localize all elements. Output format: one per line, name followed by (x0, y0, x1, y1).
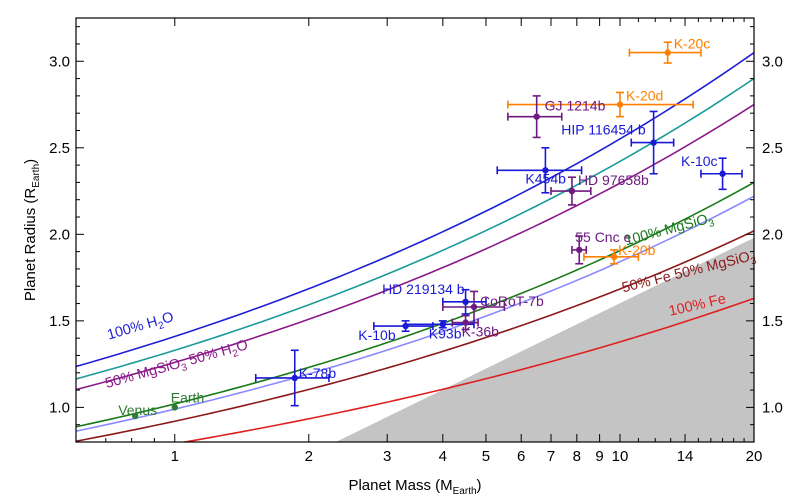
planet-label: K-10b (358, 327, 396, 343)
planet-55-cnc-e: 55 Cnc e (571, 229, 631, 265)
planet-marker (576, 246, 583, 254)
planet-label: K-20b (618, 242, 656, 258)
y-tick-label-right: 2.0 (762, 226, 783, 243)
plot-area: K-20c K-20d GJ 1214b HIP 116454 b K-10c K454b… (75, 17, 758, 443)
planet-k-20b: K-20b (583, 242, 656, 265)
planet-k454b: K454b (496, 146, 583, 194)
x-tick-label: 7 (547, 448, 555, 465)
planet-marker (568, 187, 576, 195)
planet-k-10c: K-10c (681, 153, 743, 191)
plot-frame (75, 17, 755, 443)
planet-marker (132, 412, 139, 420)
y-tick-label-left: 2.5 (49, 140, 70, 157)
y-tick-label-left: 1.0 (49, 399, 70, 416)
planet-label: GJ 1214b (545, 98, 606, 114)
x-tick-label: 14 (677, 448, 694, 465)
planet-label: K454b (525, 170, 566, 186)
planet-marker (533, 113, 540, 120)
y-axis-title: Planet Radius (REarth) (22, 159, 42, 301)
x-tick-label: 2 (305, 448, 313, 465)
composition-curves (76, 51, 754, 442)
planet-marker (462, 319, 469, 326)
planet-label: K-20d (626, 88, 663, 104)
planet-marker (291, 374, 298, 382)
planet-k-20c: K-20c (628, 36, 711, 64)
x-tick-label: 3 (383, 448, 391, 465)
planet-k-36b: K-36b (451, 314, 500, 340)
x-tick-label: 8 (573, 448, 581, 465)
excluded-region (335, 237, 754, 442)
planet-label: HIP 116454 b (561, 122, 646, 138)
planet-label: K-78b (299, 365, 337, 381)
planet-label: 55 Cnc e (575, 229, 631, 245)
x-tick-label: 5 (482, 448, 490, 465)
y-tick-label-left: 3.0 (49, 53, 70, 70)
planet-label: K-36b (462, 324, 500, 340)
planet-label: CoRoT-7b (480, 293, 544, 309)
x-axis-title: Planet Mass (MEarth) (348, 477, 481, 497)
excluded-region-layer (335, 237, 754, 442)
y-tick-label-right: 1.5 (762, 313, 783, 330)
planet-marker (719, 170, 726, 177)
composition-curve-unlabeled-1 (76, 77, 754, 380)
planet-hip-116454-b: HIP 116454 b (561, 110, 675, 175)
y-tick-label-right: 2.5 (762, 140, 783, 157)
composition-curve-100-mgsio3 (76, 181, 754, 428)
planet-k93b: K93b (404, 320, 475, 341)
composition-curve-unlabeled-4 (76, 195, 754, 432)
x-tick-label: 9 (595, 448, 603, 465)
planet-marker (650, 139, 657, 146)
y-tick-label-left: 1.5 (49, 313, 70, 330)
planet-label: K93b (429, 325, 462, 341)
planet-marker (542, 167, 549, 174)
planet-marker (439, 321, 447, 328)
x-tick-label: 10 (612, 448, 629, 465)
planet-k-20d: K-20d (507, 88, 694, 118)
x-tick-label: 1 (171, 448, 179, 465)
x-tick-label: 6 (517, 448, 525, 465)
planet-venus: Venus (118, 402, 157, 420)
planet-marker (616, 101, 624, 108)
planet-marker (470, 303, 478, 311)
planet-marker (610, 253, 618, 261)
composition-curve-50-fe-50-mgsio3 (76, 230, 754, 442)
x-tick-label: 20 (746, 448, 763, 465)
planet-marker (462, 298, 469, 306)
y-tick-label-right: 1.0 (762, 399, 783, 416)
planet-k-78b: K-78b (254, 349, 337, 407)
planet-marker (171, 404, 178, 411)
planet-hd-97658b: HD 97658b (550, 172, 649, 206)
planet-marker (664, 49, 671, 56)
planet-label: Earth (171, 389, 204, 405)
composition-curve-50-mgsio3-50-h2o (76, 103, 754, 391)
composition-curve-100-fe (180, 297, 754, 442)
y-tick-label-left: 2.0 (49, 226, 70, 243)
planet-points: K-20c K-20d GJ 1214b HIP 116454 b K-10c K454b… (118, 36, 743, 420)
planet-hd-219134-b: HD 219134 b (382, 281, 487, 315)
y-axis-ticks: 1.0 1.0 1.5 1.5 2.0 2.0 2.5 2.5 3.0 3.0 (49, 26, 783, 426)
planet-gj-1214b: GJ 1214b (507, 95, 606, 139)
y-tick-label-right: 3.0 (762, 53, 783, 70)
planet-label: K-20c (674, 36, 711, 52)
planet-label: HD 97658b (578, 172, 649, 188)
planet-label: HD 219134 b (382, 281, 465, 297)
planet-label: Venus (118, 402, 157, 418)
composition-curve-100-h2o (76, 51, 754, 368)
x-axis-ticks: 1 2 3 4 5 6 7 8 9 10 14 20 (75, 18, 763, 465)
planet-label: K-10c (681, 153, 718, 169)
x-tick-label: 4 (439, 448, 447, 465)
planet-earth: Earth (171, 389, 204, 411)
